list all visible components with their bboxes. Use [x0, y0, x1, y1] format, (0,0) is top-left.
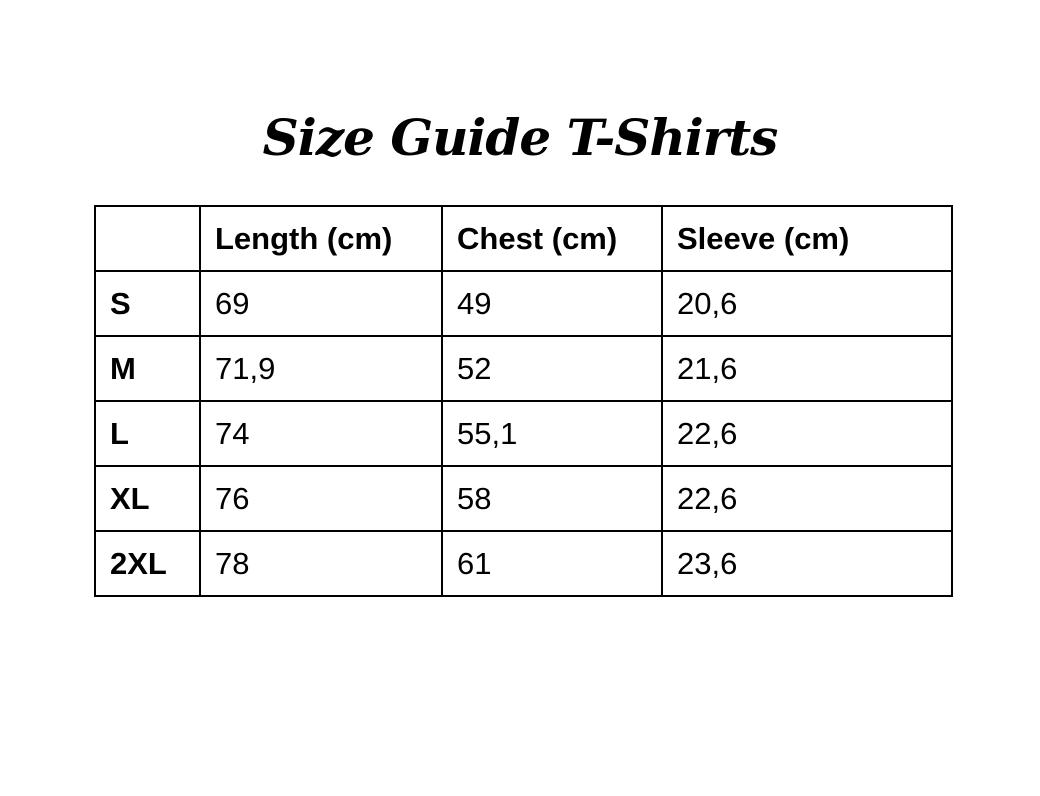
table-cell: 21,6: [661, 335, 953, 402]
table-cell: 74: [199, 400, 443, 467]
page-title: Size Guide T-Shirts: [262, 108, 779, 167]
table-cell: 23,6: [661, 530, 953, 597]
table-cell: 69: [199, 270, 443, 337]
size-label: 2XL: [94, 530, 201, 597]
table-cell: 61: [441, 530, 663, 597]
size-table: Length (cm) Chest (cm) Sleeve (cm) S 69 49 20,…: [94, 205, 953, 597]
table-row: XL 76 58 22,6: [94, 465, 953, 532]
table-cell: 58: [441, 465, 663, 532]
table-row: S 69 49 20,6: [94, 270, 953, 337]
table-cell: 78: [199, 530, 443, 597]
table-row: M 71,9 52 21,6: [94, 335, 953, 402]
table-cell: 22,6: [661, 400, 953, 467]
table-row: 2XL 78 61 23,6: [94, 530, 953, 597]
table-cell: 49: [441, 270, 663, 337]
column-header: [94, 205, 201, 272]
size-label: S: [94, 270, 201, 337]
table-cell: 55,1: [441, 400, 663, 467]
size-label: L: [94, 400, 201, 467]
column-header: Length (cm): [199, 205, 443, 272]
size-label: M: [94, 335, 201, 402]
table-cell: 71,9: [199, 335, 443, 402]
table-cell: 52: [441, 335, 663, 402]
table-cell: 76: [199, 465, 443, 532]
table-row: L 74 55,1 22,6: [94, 400, 953, 467]
table-cell: 22,6: [661, 465, 953, 532]
header-row: Length (cm) Chest (cm) Sleeve (cm): [94, 205, 953, 272]
column-header: Sleeve (cm): [661, 205, 953, 272]
size-label: XL: [94, 465, 201, 532]
column-header: Chest (cm): [441, 205, 663, 272]
table-cell: 20,6: [661, 270, 953, 337]
